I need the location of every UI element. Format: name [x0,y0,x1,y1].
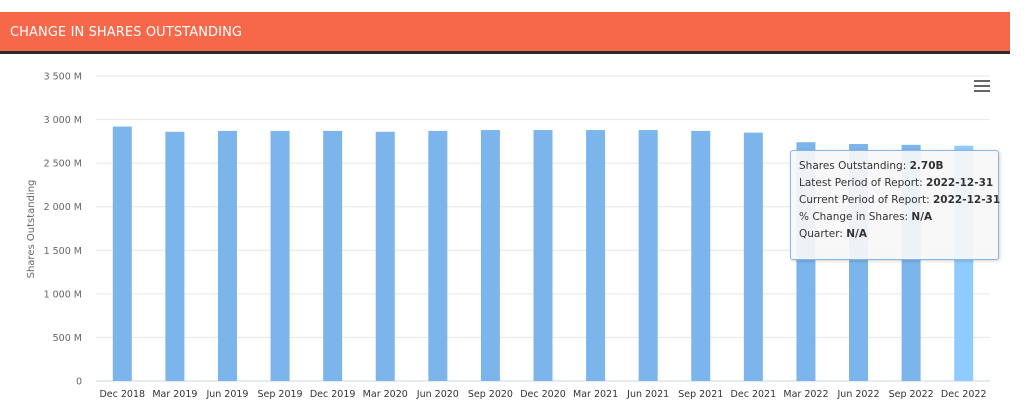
bar[interactable] [217,130,237,381]
tooltip-row-current-period: Current Period of Report: 2022-12-31 [799,192,1000,209]
tooltip-row-shares: Shares Outstanding: 2.70B [799,158,990,175]
y-axis-tick-labels: 0 500 M 1 000 M 1 500 M 2 000 M 2 500 M 3 000 … [44,72,82,388]
tooltip-row-quarter: Quarter: N/A [799,226,990,243]
x-tick-label: Sep 2021 [678,389,723,400]
tooltip-label: Quarter: [799,228,847,240]
bar[interactable] [691,130,711,381]
bar[interactable] [112,126,132,382]
bar[interactable] [638,130,658,381]
tooltip-value: 2022-12-31 [933,194,1001,206]
y-tick-label: 2 500 M [44,159,82,170]
hamburger-menu-icon[interactable] [974,80,990,94]
x-tick-label: Mar 2022 [783,389,828,400]
y-tick-label: 2 000 M [44,202,82,213]
tooltip-value: 2022-12-31 [926,177,994,189]
y-tick-label: 3 500 M [44,72,82,83]
x-tick-label: Dec 2020 [520,389,566,400]
x-tick-label: Mar 2020 [363,389,408,400]
y-tick-label: 1 500 M [44,246,82,257]
tooltip-value: N/A [846,228,868,240]
x-axis-tick-labels: Dec 2018 Mar 2019 Jun 2019 Sep 2019 Dec 2019… [99,389,986,400]
x-tick-label: Jun 2020 [416,389,459,400]
tooltip-label: Latest Period of Report: [799,177,927,189]
tooltip-row-change: % Change in Shares: N/A [799,209,990,226]
tooltip-value: 2.70B [909,160,944,172]
y-tick-label: 3 000 M [44,115,82,126]
x-tick-label: Jun 2021 [626,389,669,400]
tooltip-row-latest-period: Latest Period of Report: 2022-12-31 [799,175,994,192]
y-tick-label: 1 000 M [44,289,82,300]
y-axis-label: Shares Outstanding [26,180,37,279]
x-tick-label: Dec 2018 [99,389,145,400]
x-tick-label: Jun 2022 [837,389,880,400]
chart-tooltip: Shares Outstanding: 2.70B Latest Period … [790,150,1000,260]
tooltip-value: N/A [911,211,933,223]
chart-header-title: CHANGE IN SHARES OUTSTANDING [10,25,243,40]
x-tick-label: Dec 2019 [310,389,356,400]
bar[interactable] [323,130,343,381]
x-tick-label: Dec 2022 [941,389,987,400]
tooltip-label: Shares Outstanding: [799,160,910,172]
x-tick-label: Mar 2019 [152,389,197,400]
tooltip-label: % Change in Shares: [799,211,912,223]
bar[interactable] [533,130,553,381]
chart-header: CHANGE IN SHARES OUTSTANDING [0,12,1010,54]
bar[interactable] [743,132,763,381]
x-tick-label: Sep 2020 [468,389,513,400]
x-tick-label: Dec 2021 [731,389,777,400]
bar[interactable] [586,130,606,381]
bar[interactable] [428,130,448,381]
tooltip-label: Current Period of Report: [799,194,933,206]
x-tick-label: Sep 2019 [258,389,303,400]
bar[interactable] [165,131,185,381]
y-tick-label: 0 [76,377,82,388]
bar[interactable] [375,131,395,381]
x-tick-label: Sep 2022 [889,389,934,400]
x-tick-label: Mar 2021 [573,389,618,400]
bar[interactable] [270,130,290,381]
x-tick-label: Jun 2019 [205,389,248,400]
bar[interactable] [480,130,500,381]
y-tick-label: 500 M [53,333,82,344]
